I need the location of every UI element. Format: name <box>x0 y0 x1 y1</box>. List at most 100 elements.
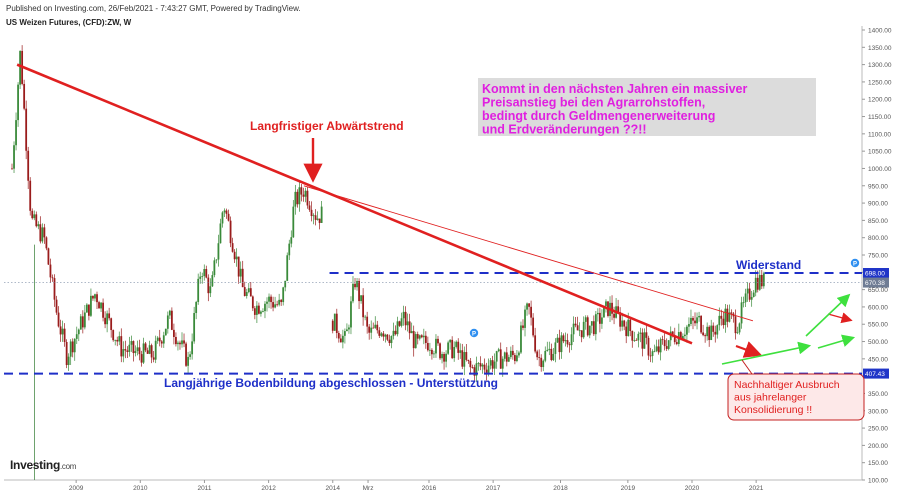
candle-body <box>215 259 218 261</box>
candle-body <box>144 343 147 351</box>
candle-body <box>605 301 607 306</box>
candle-body <box>33 214 36 219</box>
candle-body <box>754 277 757 293</box>
y-tick-label: 300.00 <box>868 408 888 415</box>
candle-body <box>445 353 447 362</box>
candle-body <box>499 349 502 369</box>
candle-body <box>374 324 377 328</box>
candle-body <box>270 296 272 303</box>
x-tick-label: 2012 <box>261 485 276 492</box>
candle-body <box>241 268 244 288</box>
y-tick-label: 1250.00 <box>868 79 892 86</box>
candle-body <box>53 278 56 300</box>
candle-body <box>45 237 48 249</box>
candle-body <box>744 293 747 303</box>
y-tick-label: 650.00 <box>868 287 888 294</box>
green-arrow-2 <box>817 334 856 349</box>
candle-body <box>568 344 571 346</box>
candle-body <box>296 191 299 205</box>
candle-body <box>358 280 360 302</box>
y-tick-label: 1200.00 <box>868 97 892 104</box>
candle-body <box>63 328 66 343</box>
candle-body <box>451 339 454 359</box>
candle-body <box>704 335 707 337</box>
candle-body <box>414 334 417 349</box>
candle-body <box>343 331 346 336</box>
breakout-callout <box>727 373 865 421</box>
candle-body <box>558 337 561 353</box>
candle-body <box>552 353 555 361</box>
candle-body <box>150 345 153 358</box>
candle-body <box>245 292 248 296</box>
candle-body <box>637 333 640 341</box>
event-marker <box>469 328 479 338</box>
y-tick-label: 150.00 <box>868 460 888 467</box>
candle-body <box>546 349 549 351</box>
candle-body <box>120 336 123 357</box>
candle-body <box>627 319 630 337</box>
candle-body <box>320 206 323 223</box>
candle-body <box>318 218 321 223</box>
event-marker-label: P <box>853 262 857 268</box>
candle-body <box>686 326 688 335</box>
candle-body <box>179 342 181 345</box>
candle-body <box>124 349 127 351</box>
candle-body <box>164 328 167 336</box>
candle-body <box>410 331 413 334</box>
candle-body <box>394 330 397 335</box>
candle-body <box>368 326 371 333</box>
candle-body <box>65 342 68 366</box>
candle-body <box>13 145 15 169</box>
candle-body <box>300 187 303 195</box>
candle-body <box>41 227 44 242</box>
x-tick-label: 2018 <box>553 485 568 492</box>
candle-body <box>455 341 458 347</box>
y-tick-label: 1050.00 <box>868 149 892 156</box>
annotation-resistance: Widerstand <box>736 258 801 272</box>
candle-body <box>418 335 421 339</box>
candle-body <box>471 367 474 368</box>
candle-body <box>189 354 191 357</box>
candle-body <box>251 296 254 309</box>
candle-body <box>201 276 204 277</box>
candle-body <box>346 329 348 332</box>
candle-body <box>388 339 391 344</box>
candle-body <box>746 288 749 294</box>
candle-body <box>339 338 342 343</box>
candle-body <box>112 330 115 341</box>
candle-body <box>720 315 723 319</box>
candle-body <box>623 320 626 327</box>
candle-body <box>221 212 224 224</box>
candle-body <box>333 313 336 331</box>
candle-body <box>655 346 658 351</box>
candle-body <box>199 276 202 279</box>
candle-body <box>173 329 175 337</box>
candle-body <box>649 355 652 357</box>
candle-body <box>310 209 313 217</box>
candle-body <box>118 336 121 342</box>
candle-body <box>526 303 528 310</box>
candle-body <box>235 256 238 260</box>
candle-body <box>175 336 177 345</box>
candle-body <box>516 355 518 362</box>
candle-body <box>314 215 317 220</box>
candle-body <box>75 334 78 339</box>
y-tick-label: 1100.00 <box>868 131 891 138</box>
candle-body <box>132 341 135 354</box>
candle-body <box>302 194 305 197</box>
candle-body <box>489 360 492 366</box>
candle-body <box>576 325 579 331</box>
candle-body <box>461 350 464 367</box>
candle-body <box>449 339 452 343</box>
candle-body <box>73 338 76 353</box>
candle-body <box>598 312 601 324</box>
candle-body <box>524 309 526 328</box>
candle-body <box>92 295 94 299</box>
candle-body <box>205 269 208 278</box>
candle-body <box>162 335 165 344</box>
candle-body <box>39 224 42 242</box>
candle-body <box>734 316 737 334</box>
candle-body <box>708 326 711 341</box>
candle-body <box>671 331 674 336</box>
